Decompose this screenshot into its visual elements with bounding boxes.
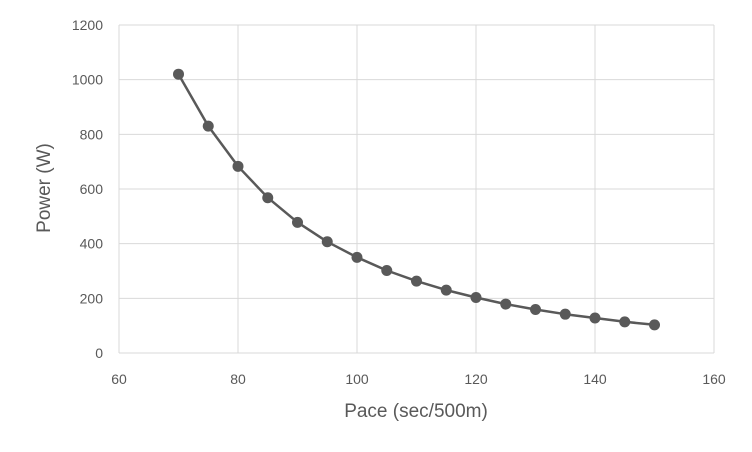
data-point xyxy=(321,236,333,248)
y-tick-label: 600 xyxy=(80,181,104,197)
data-point xyxy=(292,216,303,228)
y-tick-label: 1200 xyxy=(72,17,103,33)
x-tick-label: 140 xyxy=(583,371,607,387)
data-point xyxy=(232,160,244,172)
x-axis-title: Pace (sec/500m) xyxy=(344,401,488,422)
y-axis-title: Power (W) xyxy=(34,143,55,233)
data-point xyxy=(381,264,393,276)
data-point xyxy=(351,251,363,263)
y-tick-labels: 0 200 400 600 800 1000 1200 xyxy=(72,17,103,361)
x-tick-label: 80 xyxy=(230,371,246,387)
data-point xyxy=(440,284,452,296)
data-point xyxy=(411,275,422,287)
data-point xyxy=(173,68,184,80)
data-point xyxy=(619,316,631,328)
y-tick-label: 400 xyxy=(80,236,104,252)
gridlines xyxy=(118,24,715,354)
x-tick-label: 60 xyxy=(111,371,127,387)
data-point xyxy=(262,192,274,204)
data-point xyxy=(202,120,214,132)
data-point xyxy=(559,308,571,320)
x-tick-labels: 60 80 100 120 140 160 xyxy=(111,371,726,387)
data-point xyxy=(500,298,512,310)
data-point xyxy=(530,304,541,316)
data-point xyxy=(649,319,660,331)
series-line xyxy=(177,73,655,327)
x-tick-label: 100 xyxy=(345,371,369,387)
y-tick-label: 0 xyxy=(95,345,103,361)
x-tick-label: 160 xyxy=(702,371,726,387)
y-tick-label: 1000 xyxy=(72,72,103,88)
series-layer xyxy=(173,68,660,331)
y-tick-label: 800 xyxy=(80,126,104,142)
y-tick-label: 200 xyxy=(80,290,104,306)
x-tick-label: 120 xyxy=(464,371,488,387)
data-point xyxy=(589,312,601,324)
data-point xyxy=(470,292,482,304)
